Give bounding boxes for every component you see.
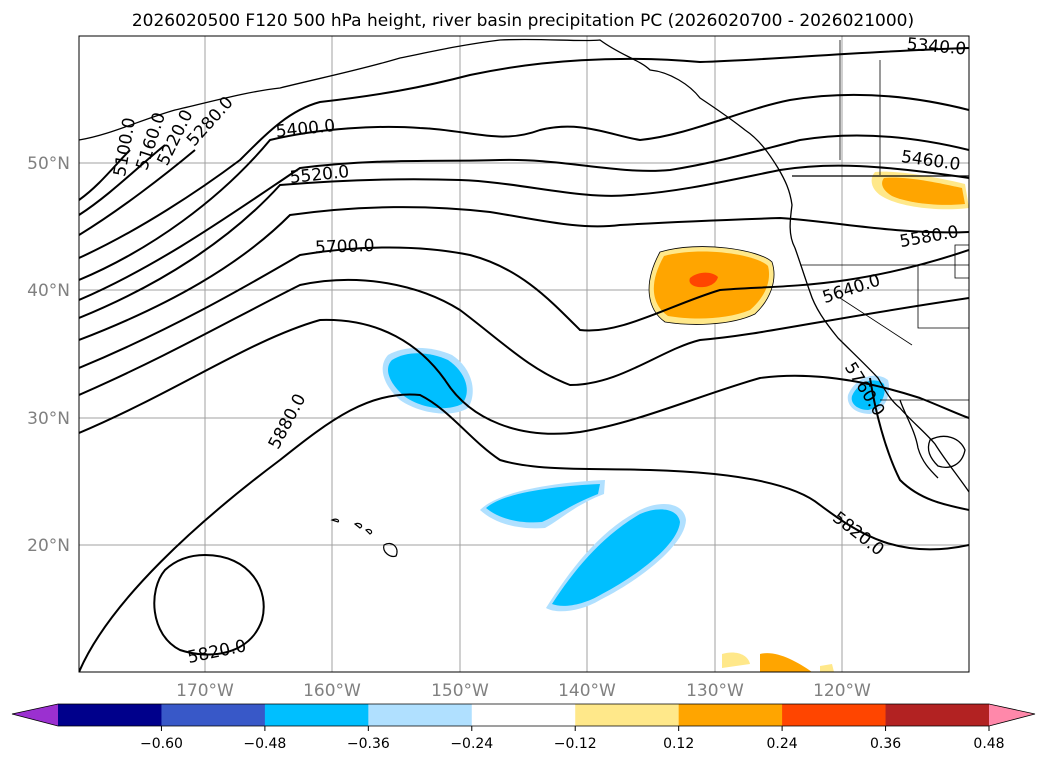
lat-label: 50°N — [27, 154, 70, 174]
contour-5580 — [79, 206, 969, 341]
negative-anomaly-3 — [552, 509, 680, 606]
map-title: 2026020500 F120 500 hPa height, river ba… — [132, 11, 914, 31]
contour-5100 — [79, 149, 131, 201]
longitude-labels: 170°W 160°W 150°W 140°W 130°W 120°W — [176, 681, 871, 701]
positive-anomaly-south-3 — [820, 664, 834, 672]
colorbar-ticks: −0.60 −0.48 −0.36 −0.24 −0.12 0.12 0.24 0.36 0.4… — [140, 726, 1005, 752]
colorbar-segment — [782, 704, 887, 726]
state-border-2 — [917, 265, 969, 329]
colorbar-segment — [471, 704, 576, 726]
contour-5820b — [153, 553, 265, 656]
gulf-region — [927, 435, 966, 468]
negative-anomaly-4 — [851, 380, 885, 410]
north-america-coast — [79, 38, 969, 493]
colorbar-tick-label: 0.24 — [767, 736, 798, 752]
positive-anomaly-south-2 — [760, 653, 812, 672]
precip-shading — [382, 171, 969, 672]
state-box — [954, 244, 969, 279]
colorbar-tick-label: 0.48 — [973, 736, 1004, 752]
lat-label: 40°N — [27, 281, 70, 301]
positive-anomaly-outline — [648, 246, 775, 325]
positive-anomaly-strong — [689, 272, 718, 288]
contour-5400 — [79, 93, 969, 281]
positive-anomaly-nw-medium — [882, 177, 965, 205]
colorbar-extend-high — [989, 704, 1035, 726]
height-contours — [79, 47, 969, 672]
positive-anomaly-medium — [653, 251, 770, 319]
lon-label: 150°W — [431, 681, 489, 701]
colorbar-segment — [161, 704, 266, 726]
lon-label: 140°W — [558, 681, 616, 701]
map-frame — [78, 35, 970, 673]
contour-5640 — [79, 246, 969, 369]
map-content: 5100.0 5160.0 5220.0 5280.0 5340.0 5400.… — [79, 34, 969, 672]
colorbar-outline — [11, 703, 1036, 727]
contour-5820a — [79, 393, 969, 672]
contour-5220 — [79, 149, 196, 236]
island-2 — [353, 522, 363, 529]
colorbar-tick-label: −0.24 — [450, 736, 493, 752]
colorbar-tick-label: −0.48 — [243, 736, 286, 752]
contour-label: 5340.0 — [906, 34, 967, 59]
contour-5700a — [79, 278, 969, 396]
colorbar-tick-label: 0.36 — [870, 736, 901, 752]
contour-5880 — [869, 377, 969, 511]
contour-5460 — [79, 134, 969, 301]
colorbar: −0.60 −0.48 −0.36 −0.24 −0.12 0.12 0.24 0.36 0.4… — [11, 703, 1036, 752]
latitude-labels: 50°N 40°N 30°N 20°N — [27, 154, 70, 556]
lon-label: 130°W — [686, 681, 744, 701]
colorbar-segment — [368, 704, 473, 726]
island-3 — [364, 528, 373, 535]
colorbar-segments — [58, 704, 990, 726]
lon-label: 160°W — [303, 681, 361, 701]
hawaii-islands — [330, 518, 398, 557]
colorbar-tick-label: 0.12 — [663, 736, 694, 752]
island-1 — [330, 518, 340, 523]
contour-5160 — [79, 144, 166, 216]
island-4 — [383, 542, 398, 557]
colorbar-tick-label: −0.12 — [554, 736, 597, 752]
lat-label: 30°N — [27, 409, 70, 429]
negative-anomaly-2 — [486, 484, 600, 523]
colorbar-segment — [575, 704, 680, 726]
lat-label: 20°N — [27, 536, 70, 556]
contour-label: 5700.0 — [315, 236, 375, 258]
colorbar-tick-label: −0.36 — [347, 736, 390, 752]
graticule — [79, 36, 969, 672]
colorbar-tick-label: −0.60 — [140, 736, 183, 752]
colorbar-segment — [678, 704, 783, 726]
map-area — [79, 36, 969, 672]
colorbar-extend-low — [12, 704, 58, 726]
colorbar-segment — [264, 704, 369, 726]
colorbar-segment — [58, 704, 162, 726]
contour-5760 — [79, 318, 969, 435]
positive-anomaly-south-1 — [722, 652, 750, 668]
contour-5340 — [79, 47, 969, 259]
state-border-3 — [839, 297, 913, 346]
lon-label: 120°W — [813, 681, 871, 701]
lon-label: 170°W — [176, 681, 234, 701]
coastlines — [79, 38, 969, 493]
colorbar-segment — [885, 704, 990, 726]
contour-5520 — [79, 164, 969, 319]
baja-coast — [899, 399, 939, 479]
